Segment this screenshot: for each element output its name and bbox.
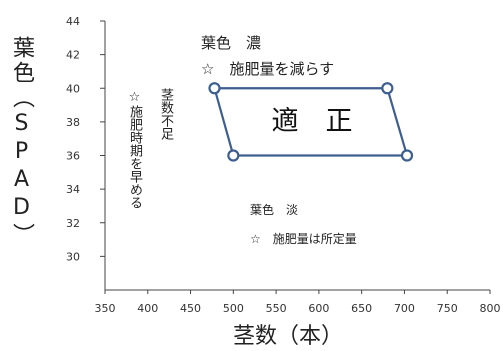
region-vertex-point (208, 82, 221, 95)
annotation-left-2: 茎数不足 (158, 88, 173, 140)
y-tick-label: 32 (66, 217, 80, 230)
y-tick-label: 30 (66, 250, 80, 263)
region-vertex-point (400, 149, 414, 162)
y-tick-label: 44 (66, 15, 80, 28)
annotation-upper-2: ☆ 施肥量を減らす (201, 60, 334, 78)
x-tick-label: 350 (95, 302, 116, 315)
y-tick-label: 40 (66, 82, 80, 95)
x-tick-label: 500 (223, 302, 244, 315)
y-tick-label: 34 (66, 183, 80, 196)
y-tick-label: 36 (66, 150, 80, 163)
annotation-lower-2: ☆ 施肥量は所定量 (250, 231, 357, 246)
region-vertex-point (227, 149, 240, 162)
x-tick-label: 750 (437, 302, 458, 315)
optimal-region (208, 82, 414, 162)
region-vertex-point (381, 82, 394, 95)
x-tick-label: 600 (308, 302, 329, 315)
y-tick-label: 42 (66, 49, 80, 62)
x-axis-label: 茎数（本） (233, 324, 344, 349)
region-label: 適 正 (272, 106, 353, 137)
x-tick-label: 400 (137, 302, 158, 315)
y-tick-label: 38 (66, 116, 80, 129)
x-tick-label: 450 (180, 302, 201, 315)
annotation-upper-1: 葉色 濃 (201, 34, 261, 52)
annotation-lower-1: 葉色 淡 (250, 203, 298, 217)
x-tick-label: 700 (394, 302, 415, 315)
x-tick-label: 650 (351, 302, 372, 315)
y-ticks: 30 32 34 36 38 40 42 44 (66, 15, 105, 263)
y-axis-label: 葉色（SPAD） (9, 36, 34, 248)
x-tick-label: 550 (266, 302, 287, 315)
annotation-left-1: ☆施肥時期を早める (127, 90, 142, 209)
x-tick-label: 800 (480, 302, 501, 315)
x-ticks: 350 400 450 500 550 600 650 700 750 800 (95, 290, 501, 315)
